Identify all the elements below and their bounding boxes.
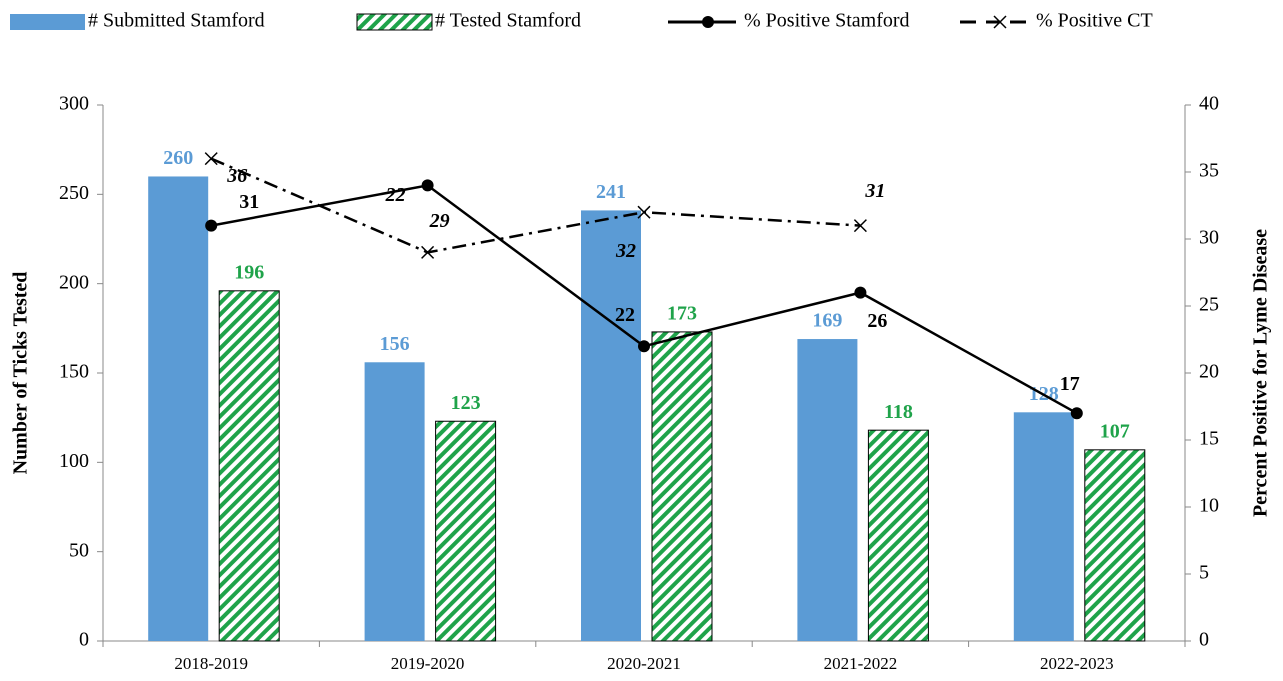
data-label: 123 <box>451 392 481 414</box>
y-tick-label: 300 <box>59 93 89 115</box>
bar <box>1013 412 1074 641</box>
data-label: 241 <box>596 181 626 203</box>
y2-tick-label: 30 <box>1199 227 1219 249</box>
bar <box>435 420 497 642</box>
marker <box>205 219 218 232</box>
legend-label: % Positive Stamford <box>744 10 910 32</box>
data-label: 17 <box>1060 373 1080 395</box>
legend-swatch <box>10 14 85 30</box>
line <box>210 157 861 254</box>
y-tick-label: 250 <box>59 182 89 204</box>
legend-marker <box>702 16 714 28</box>
marker <box>854 286 867 299</box>
legend-label: # Submitted Stamford <box>88 10 265 32</box>
y-axis-title: Number of Ticks Tested <box>10 272 32 475</box>
marker <box>1070 407 1083 420</box>
y2-tick-label: 20 <box>1199 361 1219 383</box>
data-label: 29 <box>429 210 450 232</box>
bar <box>581 210 641 641</box>
data-label: 156 <box>380 333 410 355</box>
annotation: 22 <box>385 184 406 206</box>
data-label: 22 <box>615 304 635 326</box>
data-label: 31 <box>239 191 259 213</box>
y-tick-label: 0 <box>79 629 89 651</box>
marker <box>421 245 435 259</box>
data-label: 169 <box>812 310 842 332</box>
marker <box>204 152 218 166</box>
y2-tick-label: 40 <box>1199 93 1219 115</box>
y-tick-label: 50 <box>69 539 89 561</box>
data-label: 196 <box>234 261 264 283</box>
legend-label: % Positive CT <box>1036 10 1153 32</box>
legend-marker <box>993 15 1007 29</box>
y2-tick-label: 10 <box>1199 495 1219 517</box>
x-tick-label: 2020-2021 <box>607 654 681 673</box>
bar <box>867 429 929 642</box>
legend-swatch <box>356 13 433 31</box>
bar <box>797 339 858 641</box>
data-label: 118 <box>884 401 913 423</box>
data-label: 32 <box>615 240 636 262</box>
y2-tick-label: 15 <box>1199 428 1219 450</box>
x-tick-label: 2022-2023 <box>1040 654 1114 673</box>
bar <box>218 290 280 642</box>
y2-axis-title: Percent Positive for Lyme Disease <box>1250 229 1272 517</box>
y-tick-label: 200 <box>59 271 89 293</box>
bar <box>651 331 713 642</box>
y-tick-label: 100 <box>59 450 89 472</box>
y2-tick-label: 25 <box>1199 294 1219 316</box>
x-tick-label: 2021-2022 <box>824 654 898 673</box>
bar <box>148 176 209 641</box>
marker <box>637 205 651 219</box>
y2-tick-label: 0 <box>1199 629 1209 651</box>
bar <box>1084 449 1146 642</box>
legend-label: # Tested Stamford <box>435 10 581 32</box>
data-label: 107 <box>1100 420 1130 442</box>
data-label: 260 <box>163 147 193 169</box>
bar <box>364 362 425 641</box>
y2-tick-label: 35 <box>1199 160 1219 182</box>
marker <box>638 340 650 353</box>
data-label: 31 <box>864 180 885 202</box>
data-label: 36 <box>226 165 247 187</box>
marker <box>421 179 434 192</box>
x-tick-label: 2018-2019 <box>174 654 248 673</box>
line <box>210 184 1078 415</box>
data-label: 26 <box>867 310 887 332</box>
y-tick-label: 150 <box>59 361 89 383</box>
x-tick-label: 2019-2020 <box>391 654 465 673</box>
marker <box>853 219 867 233</box>
data-label: 173 <box>667 303 697 325</box>
y2-tick-label: 5 <box>1199 562 1209 584</box>
